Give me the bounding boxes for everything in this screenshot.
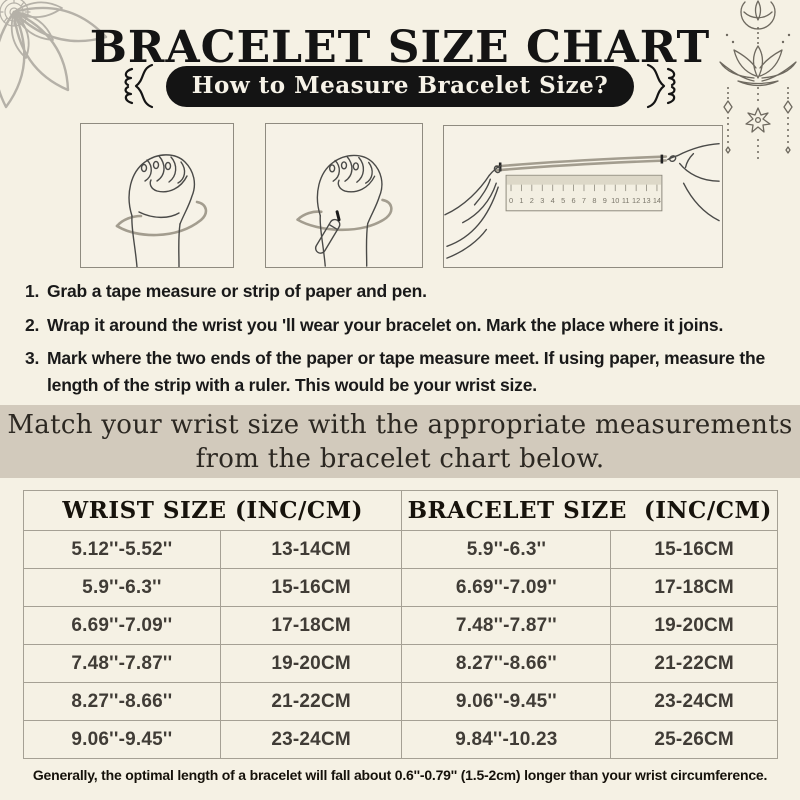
bracelet-inches: 7.48''-7.87'' — [401, 606, 612, 645]
svg-text:14: 14 — [653, 196, 661, 205]
band-text-line1: Match your wrist size with the appropria… — [7, 409, 793, 440]
step-number: 1. — [25, 281, 40, 301]
bracelet-size-header: BRACELET SIZE (INC/CM) — [401, 490, 778, 531]
banner-pill: How to Measure Bracelet Size? — [165, 65, 635, 107]
svg-text:12: 12 — [632, 196, 640, 205]
banner-row: How to Measure Bracelet Size? — [0, 63, 800, 109]
svg-text:2: 2 — [530, 196, 534, 205]
illustration-ruler-measure: 0 1 2 3 4 5 6 7 8 9 10 11 12 13 14 — [443, 125, 723, 268]
page-title: BRACELET SIZE CHART — [89, 22, 711, 73]
size-chart-table: WRIST SIZE (INC/CM) BRACELET SIZE (INC/C… — [22, 490, 778, 759]
step-number: 2. — [25, 314, 40, 335]
wrist-cm: 15-16CM — [219, 568, 403, 607]
step-text: Mark where the two ends of the paper or … — [47, 348, 766, 395]
bracelet-cm: 17-18CM — [610, 568, 778, 607]
svg-text:6: 6 — [571, 196, 575, 205]
svg-text:13: 13 — [642, 196, 650, 205]
footer-note: Generally, the optimal length of a brace… — [32, 767, 768, 783]
wrist-inches: 6.69''-7.09'' — [23, 606, 221, 645]
pen-icon — [314, 218, 341, 254]
illustration-wrist-tape — [80, 123, 234, 268]
svg-text:10: 10 — [611, 196, 619, 205]
svg-text:5: 5 — [561, 196, 565, 205]
wrist-cm: 23-24CM — [219, 720, 403, 759]
svg-text:11: 11 — [622, 196, 630, 205]
bracelet-cm: 23-24CM — [610, 682, 778, 721]
svg-text:9: 9 — [603, 196, 607, 205]
squiggle-bracket-right-icon — [647, 63, 676, 109]
table-row: 6.69''-7.09'' 17-18CM 7.48''-7.87'' 19-2… — [23, 606, 778, 645]
bracelet-inches: 6.69''-7.09'' — [401, 568, 612, 607]
step-number: 3. — [25, 348, 40, 369]
step-item-2: 2. Wrap it around the wrist you 'll wear… — [25, 312, 783, 339]
table-row: 8.27''-8.66'' 21-22CM 9.06''-9.45'' 23-2… — [23, 682, 778, 721]
svg-text:1: 1 — [519, 196, 523, 205]
step-text: Wrap it around the wrist you 'll wear yo… — [47, 314, 724, 335]
wrist-inches: 5.9''-6.3'' — [23, 568, 221, 607]
bracelet-inches: 9.84''-10.23 — [401, 720, 612, 759]
wrist-size-header: WRIST SIZE (INC/CM) — [22, 490, 403, 531]
wrist-cm: 19-20CM — [219, 644, 403, 683]
wrist-inches: 5.12''-5.52'' — [23, 530, 221, 569]
svg-text:4: 4 — [551, 196, 555, 205]
table-row: 5.9''-6.3'' 15-16CM 6.69''-7.09'' 17-18C… — [23, 568, 778, 607]
bracelet-cm: 21-22CM — [610, 644, 778, 683]
match-instruction-band: Match your wrist size with the appropria… — [0, 405, 800, 478]
bracelet-cm: 19-20CM — [610, 606, 778, 645]
wrist-inches: 9.06''-9.45'' — [23, 720, 221, 759]
wrist-inches: 8.27''-8.66'' — [23, 682, 221, 721]
table-header-row: WRIST SIZE (INC/CM) BRACELET SIZE (INC/C… — [22, 490, 778, 531]
bracelet-inches: 5.9''-6.3'' — [401, 530, 612, 569]
band-text-line2: from the bracelet chart below. — [195, 443, 605, 474]
wrist-cm: 17-18CM — [219, 606, 403, 645]
wrist-inches: 7.48''-7.87'' — [23, 644, 221, 683]
instruction-steps: 1. Grab a tape measure or strip of paper… — [25, 278, 783, 405]
step-text: Grab a tape measure or strip of paper an… — [47, 281, 427, 301]
squiggle-bracket-left-icon — [124, 63, 153, 109]
wrist-cm: 21-22CM — [219, 682, 403, 721]
svg-text:8: 8 — [592, 196, 596, 205]
table-row: 7.48''-7.87'' 19-20CM 8.27''-8.66'' 21-2… — [23, 644, 778, 683]
bracelet-inches: 9.06''-9.45'' — [401, 682, 612, 721]
svg-text:7: 7 — [582, 196, 586, 205]
bracelet-cm: 25-26CM — [610, 720, 778, 759]
bracelet-inches: 8.27''-8.66'' — [401, 644, 612, 683]
table-row: 9.06''-9.45'' 23-24CM 9.84''-10.23 25-26… — [23, 720, 778, 759]
illustration-mark-pen — [265, 123, 423, 268]
step-item-3: 3. Mark where the two ends of the paper … — [25, 345, 783, 398]
table-row: 5.12''-5.52'' 13-14CM 5.9''-6.3'' 15-16C… — [23, 530, 778, 569]
wrist-cm: 13-14CM — [219, 530, 403, 569]
svg-text:3: 3 — [540, 196, 544, 205]
svg-text:0: 0 — [509, 196, 513, 205]
bracelet-cm: 15-16CM — [610, 530, 778, 569]
step-item-1: 1. Grab a tape measure or strip of paper… — [25, 278, 783, 305]
